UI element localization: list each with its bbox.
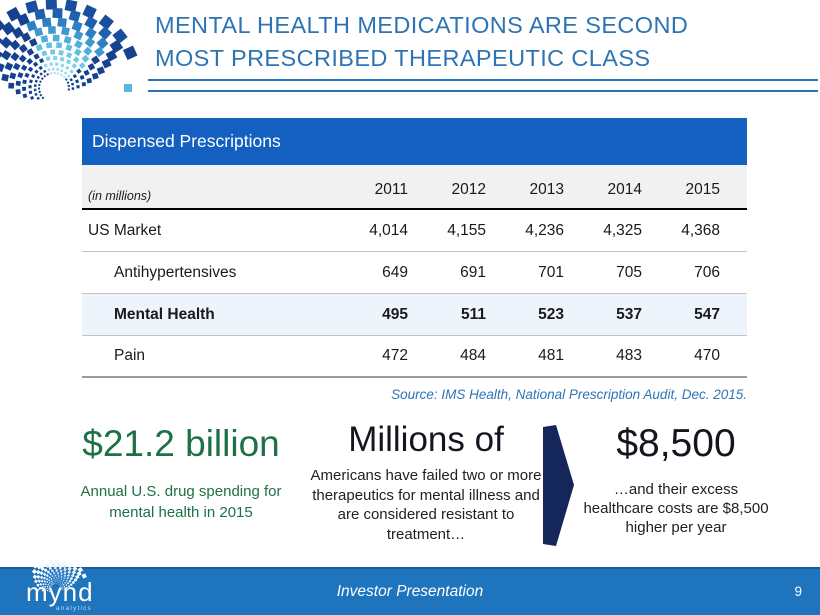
year-header: 2011 [374,181,408,198]
table-row-pain: Pain 472 484 481 483 470 [82,336,747,378]
table-row-antihypertensives: Antihypertensives 649 691 701 705 706 [82,252,747,294]
slide-title: MENTAL HEALTH MEDICATIONS ARE SECOND MOS… [155,9,815,75]
stat-excess-costs-caption: …and their excess healthcare costs are $… [583,481,769,536]
mynd-swirl-icon [31,556,87,592]
slide-title-line1: MENTAL HEALTH MEDICATIONS ARE SECOND [155,12,689,38]
table-title: Dispensed Prescriptions [92,131,281,151]
year-header: 2015 [685,181,720,198]
cell-value: 4,014 [369,221,408,239]
footer-brand-name: mynd [26,577,94,607]
year-header: 2014 [607,181,642,198]
year-header: 2013 [529,181,564,198]
cell-value: 523 [538,305,564,323]
footer-brand-subtitle: analytics [55,605,92,612]
stat-treatment-resistant-headline: Millions of [348,420,504,459]
cell-value: 4,236 [525,221,564,239]
cell-value: 691 [460,263,486,281]
year-header: 2012 [451,181,486,198]
stat-drug-spending-caption: Annual U.S. drug spending for mental hea… [80,483,282,521]
stat-excess-costs-value: $8,500 [616,422,736,465]
cell-value: 4,325 [603,221,642,239]
row-label: US Market [88,221,162,239]
cell-value: 649 [382,263,408,281]
footer-presentation-label: Investor Presentation [336,583,484,600]
cell-value: 472 [382,347,408,364]
table-row-mental-health: Mental Health 495 511 523 537 547 [82,294,747,336]
title-underline-bottom [148,90,818,92]
footer-bar: mynd analytics Investor Presentation 9 [0,556,820,615]
cell-value: 706 [694,263,720,281]
cell-value: 483 [616,347,642,364]
mynd-analytics-logo-icon [0,0,138,101]
stat-drug-spending: $21.2 billion Annual U.S. drug spending … [66,424,296,523]
right-arrow-icon [543,425,574,546]
cell-value: 481 [538,347,564,364]
table-year-header-row: (in millions) 2011 2012 2013 2014 2015 [82,165,747,210]
cell-value: 701 [538,263,564,281]
stat-treatment-resistant-caption: Americans have failed two or more therap… [310,467,542,543]
stat-excess-costs: $8,500 …and their excess healthcare cost… [566,422,786,537]
footer-brand-logo: mynd analytics [26,556,106,612]
cell-value: 4,368 [681,221,720,239]
source-citation: Source: IMS Health, National Prescriptio… [391,387,747,402]
cell-value: 484 [460,347,486,364]
stat-treatment-resistant: Millions of Americans have failed two or… [310,420,542,544]
title-underline-top [148,79,818,81]
cell-value: 511 [460,305,486,323]
cell-value: 470 [694,347,720,364]
slide-title-line2: MOST PRESCRIBED THERAPEUTIC CLASS [155,45,651,71]
row-label: Antihypertensives [114,263,237,281]
cell-value: 537 [616,305,642,323]
unit-label: (in millions) [88,189,152,203]
table-title-bar: Dispensed Prescriptions [82,118,747,165]
stat-drug-spending-value: $21.2 billion [82,423,280,464]
cell-value: 705 [616,263,642,281]
row-label: Mental Health [114,305,215,323]
page-number: 9 [794,584,802,599]
dispensed-prescriptions-table: Dispensed Prescriptions (in millions) 20… [82,118,747,378]
cell-value: 547 [694,305,720,323]
cell-value: 4,155 [447,221,486,239]
row-label: Pain [114,347,146,364]
cell-value: 495 [382,305,408,323]
table-row-us-market: US Market 4,014 4,155 4,236 4,325 4,368 [82,210,747,252]
